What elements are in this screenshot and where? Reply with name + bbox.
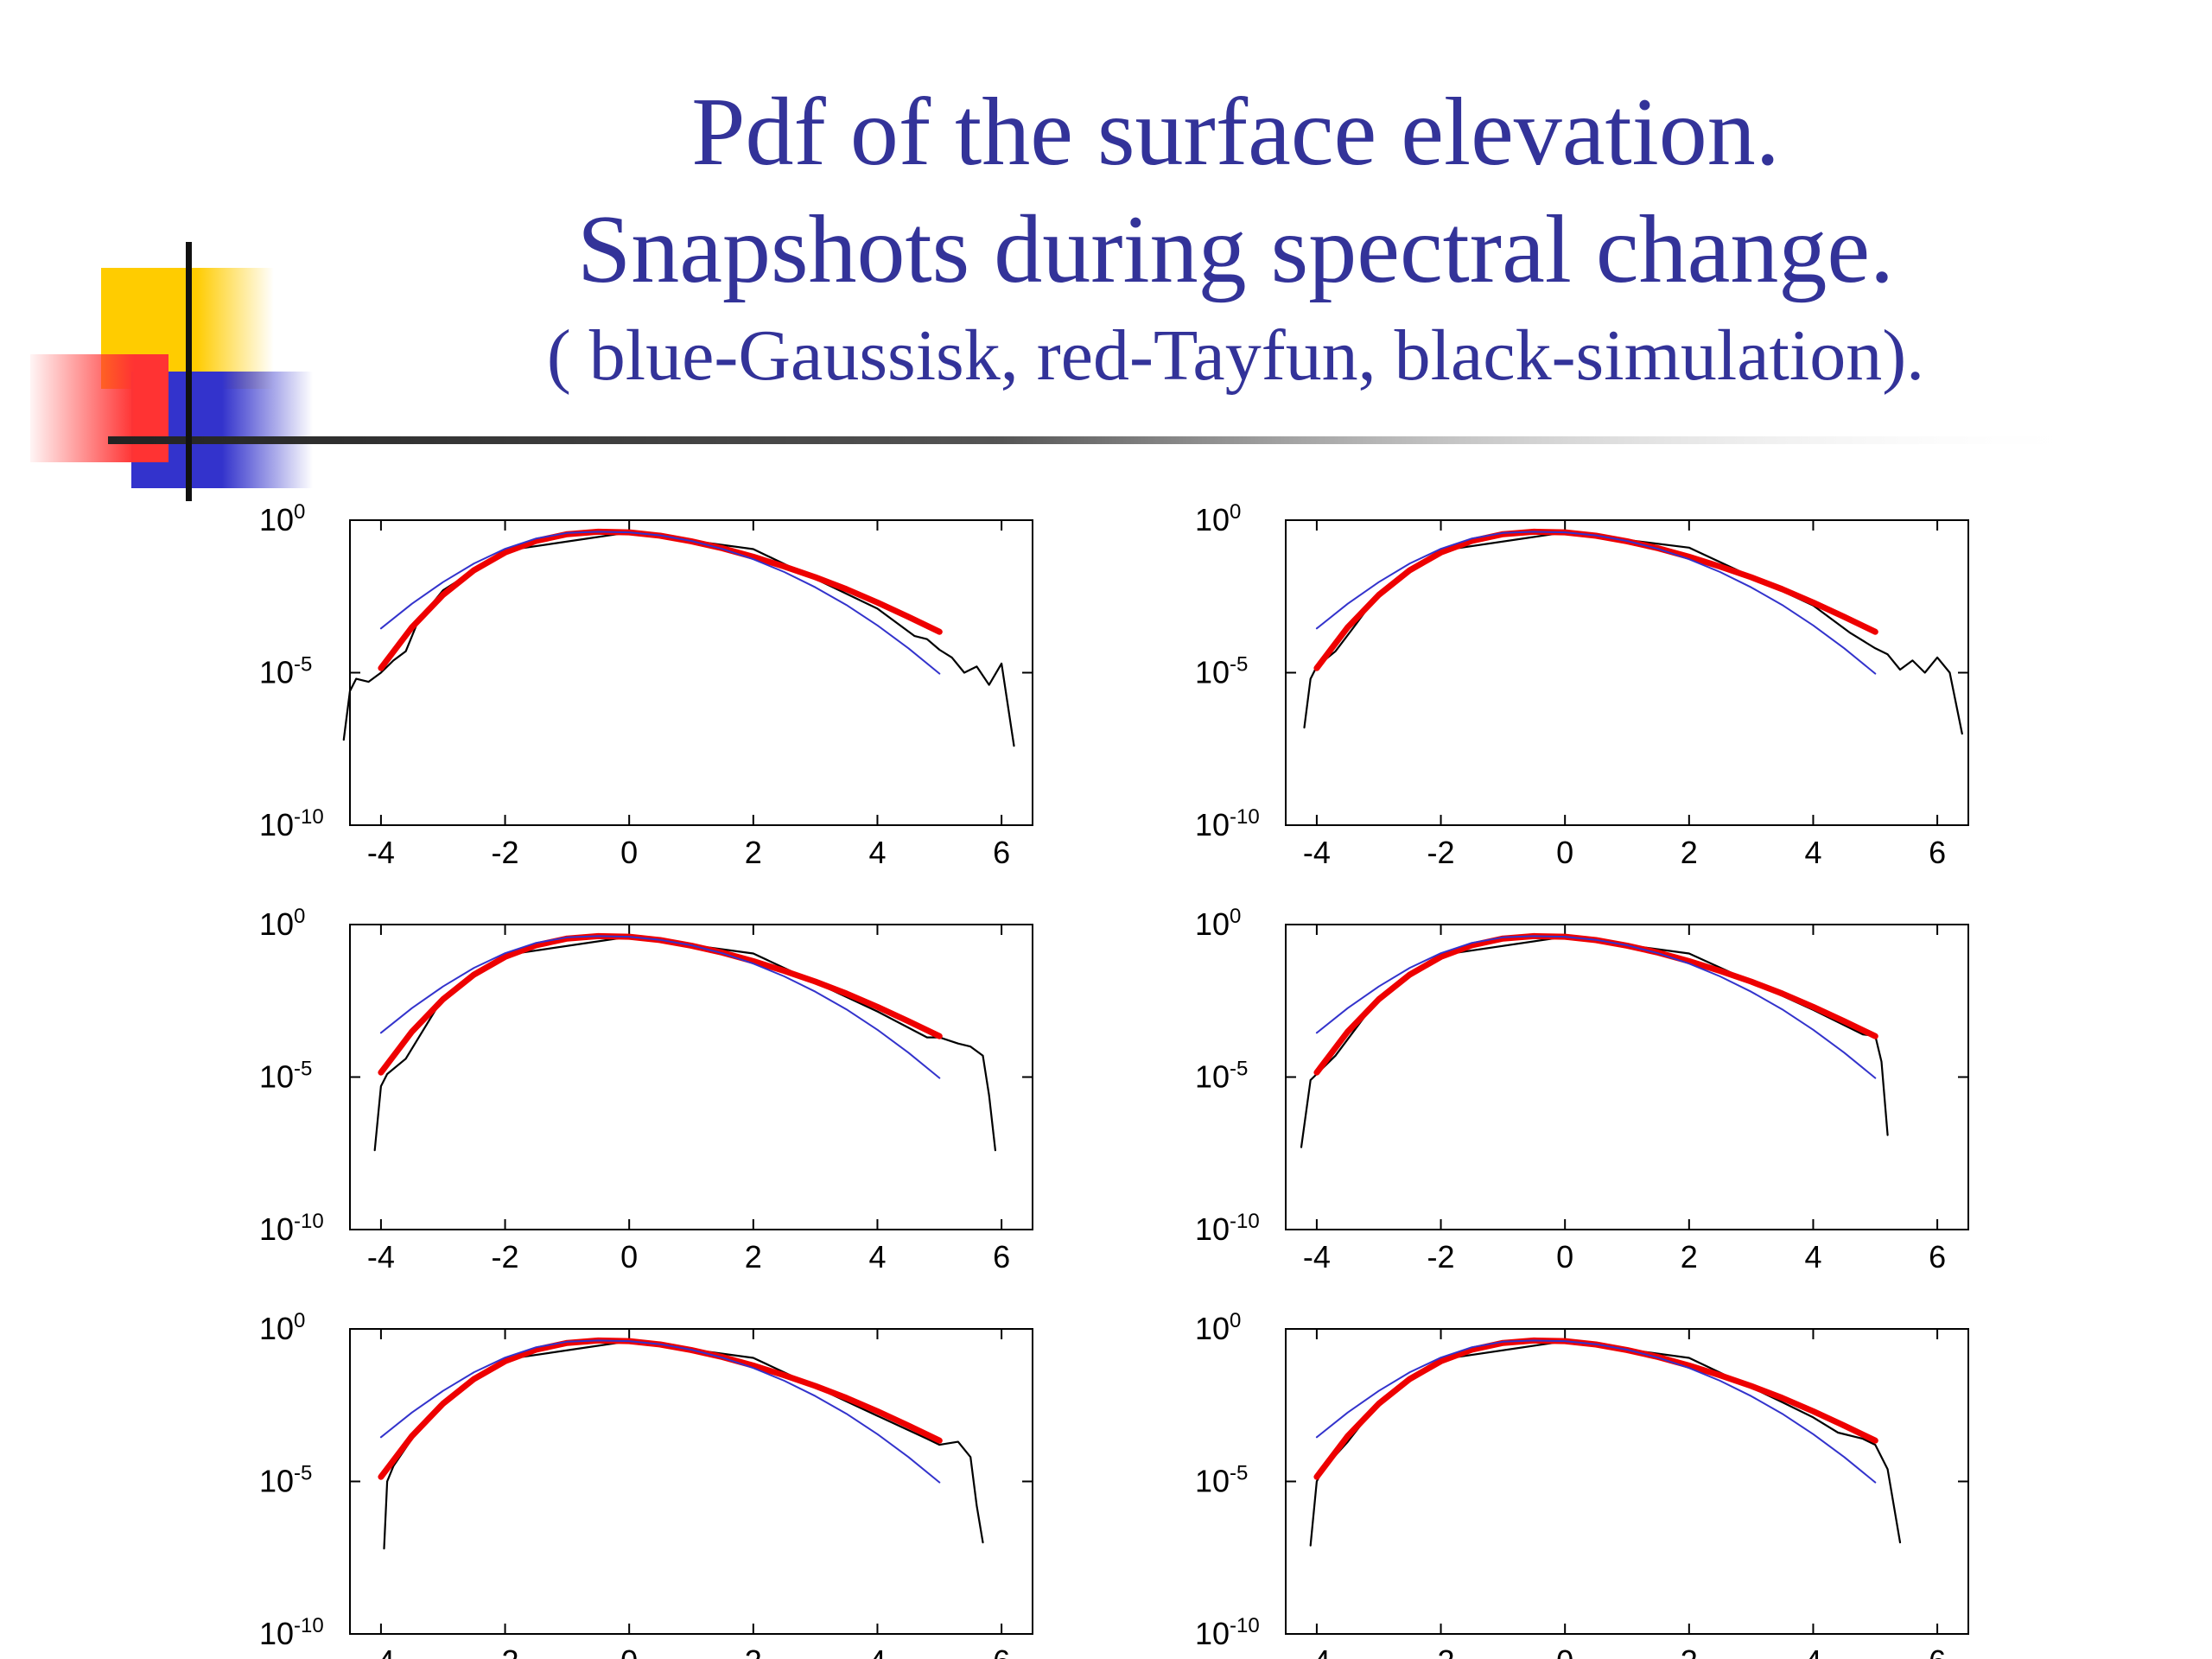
y-tick-label: 100 bbox=[1195, 905, 1241, 942]
x-tick-label: 6 bbox=[1929, 1643, 1946, 1659]
series-line-simulation bbox=[1309, 1339, 1902, 1547]
slide-title: Pdf of the surface elevation. Snapshots … bbox=[432, 73, 2039, 404]
series-line-tayfun bbox=[1313, 528, 1878, 671]
y-tick-label: 100 bbox=[259, 1309, 305, 1346]
x-tick-label: -4 bbox=[1303, 1643, 1331, 1659]
x-tick-label: 6 bbox=[993, 835, 1010, 870]
x-tick-label: 6 bbox=[1929, 1239, 1946, 1274]
y-tick-label: 10-5 bbox=[1195, 1058, 1248, 1095]
x-tick-label: 0 bbox=[1556, 1643, 1573, 1659]
title-line-1: Pdf of the surface elevation. bbox=[691, 79, 1780, 186]
x-tick-label: 2 bbox=[1681, 1643, 1698, 1659]
y-tick-label: 100 bbox=[1195, 500, 1241, 537]
series-line-tayfun bbox=[1313, 932, 1878, 1076]
chart-panel-bottom-right: 100 10-5 10-10 -4 -2 0 2 4 6 bbox=[1195, 1309, 1969, 1659]
chart-panel-middle-right: 100 10-5 10-10 -4 -2 0 2 4 6 bbox=[1195, 905, 1969, 1274]
y-tick-label: 100 bbox=[259, 500, 305, 537]
x-tick-label: 6 bbox=[993, 1643, 1010, 1659]
series-line-tayfun bbox=[1313, 1337, 1878, 1480]
y-tick-label: 10-10 bbox=[1195, 805, 1260, 842]
chart-panel-bottom-left: 100 10-5 10-10 -4 -2 0 2 4 6 bbox=[259, 1309, 1033, 1659]
series-line-gaussian bbox=[379, 935, 941, 1079]
plot-frame bbox=[1285, 519, 1969, 826]
plot-frame bbox=[349, 1328, 1033, 1635]
title-line-2: Snapshots during spectral change. bbox=[576, 196, 1895, 303]
x-tick-label: 2 bbox=[1681, 835, 1698, 870]
plot-frame bbox=[1285, 924, 1969, 1230]
x-tick-label: -2 bbox=[492, 835, 519, 870]
x-tick-label: -2 bbox=[492, 1239, 519, 1274]
chart-panel-top-right: 100 10-5 10-10 -4 -2 0 2 4 6 bbox=[1195, 500, 1969, 870]
x-tick-label: -2 bbox=[1427, 1239, 1455, 1274]
y-tick-label: 10-5 bbox=[1195, 653, 1248, 690]
series-line-tayfun bbox=[378, 528, 943, 671]
y-tick-label: 10-10 bbox=[259, 1614, 324, 1651]
deco-vertical-bar bbox=[186, 242, 192, 501]
chart-panel-top-left: 100 10-5 10-10 -4 -2 0 2 4 6 bbox=[259, 500, 1033, 870]
y-tick-label: 100 bbox=[259, 905, 305, 942]
y-tick-label: 10-5 bbox=[1195, 1462, 1248, 1499]
x-tick-label: -2 bbox=[1427, 835, 1455, 870]
series-line-simulation bbox=[373, 935, 997, 1152]
y-tick-label: 10-5 bbox=[259, 653, 312, 690]
x-tick-label: 4 bbox=[868, 1239, 886, 1274]
series-line-simulation bbox=[342, 531, 1015, 747]
x-tick-label: -4 bbox=[1303, 1239, 1331, 1274]
plot-frame bbox=[1285, 1328, 1969, 1635]
y-tick-label: 10-10 bbox=[259, 1210, 324, 1247]
x-tick-label: -2 bbox=[1427, 1643, 1455, 1659]
x-tick-label: 4 bbox=[1804, 1643, 1821, 1659]
x-tick-label: 2 bbox=[1681, 1239, 1698, 1274]
x-tick-label: 0 bbox=[1556, 835, 1573, 870]
x-tick-label: -4 bbox=[1303, 835, 1331, 870]
x-tick-label: 2 bbox=[745, 1643, 762, 1659]
x-tick-label: 4 bbox=[1804, 835, 1821, 870]
x-tick-label: -4 bbox=[367, 1239, 395, 1274]
x-tick-label: 4 bbox=[868, 1643, 886, 1659]
plot-frame bbox=[349, 924, 1033, 1230]
series-line-gaussian bbox=[379, 1339, 941, 1484]
series-line-simulation bbox=[1300, 935, 1889, 1148]
x-tick-label: -4 bbox=[367, 835, 395, 870]
y-tick-label: 10-10 bbox=[1195, 1614, 1260, 1651]
chart-panel-middle-left: 100 10-5 10-10 -4 -2 0 2 4 6 bbox=[259, 905, 1033, 1274]
series-line-tayfun bbox=[378, 932, 943, 1076]
plot-frame bbox=[349, 519, 1033, 826]
deco-red-square bbox=[30, 354, 168, 462]
x-tick-label: 6 bbox=[993, 1239, 1010, 1274]
x-tick-label: 4 bbox=[868, 835, 886, 870]
x-tick-label: -2 bbox=[492, 1643, 519, 1659]
series-line-gaussian bbox=[379, 531, 941, 675]
x-tick-label: -4 bbox=[367, 1643, 395, 1659]
series-line-gaussian bbox=[1315, 531, 1877, 675]
series-line-simulation bbox=[1303, 531, 1963, 735]
deco-divider-line bbox=[108, 436, 2095, 444]
x-tick-label: 0 bbox=[620, 835, 638, 870]
y-tick-label: 10-10 bbox=[259, 805, 324, 842]
series-line-gaussian bbox=[1315, 935, 1877, 1079]
x-tick-label: 2 bbox=[745, 1239, 762, 1274]
slide-decoration bbox=[30, 242, 2095, 501]
y-tick-label: 10-10 bbox=[1195, 1210, 1260, 1247]
x-tick-label: 0 bbox=[620, 1239, 638, 1274]
x-tick-label: 6 bbox=[1929, 835, 1946, 870]
y-tick-label: 10-5 bbox=[259, 1462, 312, 1499]
y-tick-label: 100 bbox=[1195, 1309, 1241, 1346]
x-tick-label: 0 bbox=[1556, 1239, 1573, 1274]
x-tick-label: 0 bbox=[620, 1643, 638, 1659]
y-tick-label: 10-5 bbox=[259, 1058, 312, 1095]
title-legend-note: ( blue-Gaussisk, red-Tayfun, black-simul… bbox=[546, 315, 1925, 396]
series-line-gaussian bbox=[1315, 1339, 1877, 1484]
x-tick-label: 4 bbox=[1804, 1239, 1821, 1274]
series-line-tayfun bbox=[378, 1337, 943, 1480]
x-tick-label: 2 bbox=[745, 835, 762, 870]
